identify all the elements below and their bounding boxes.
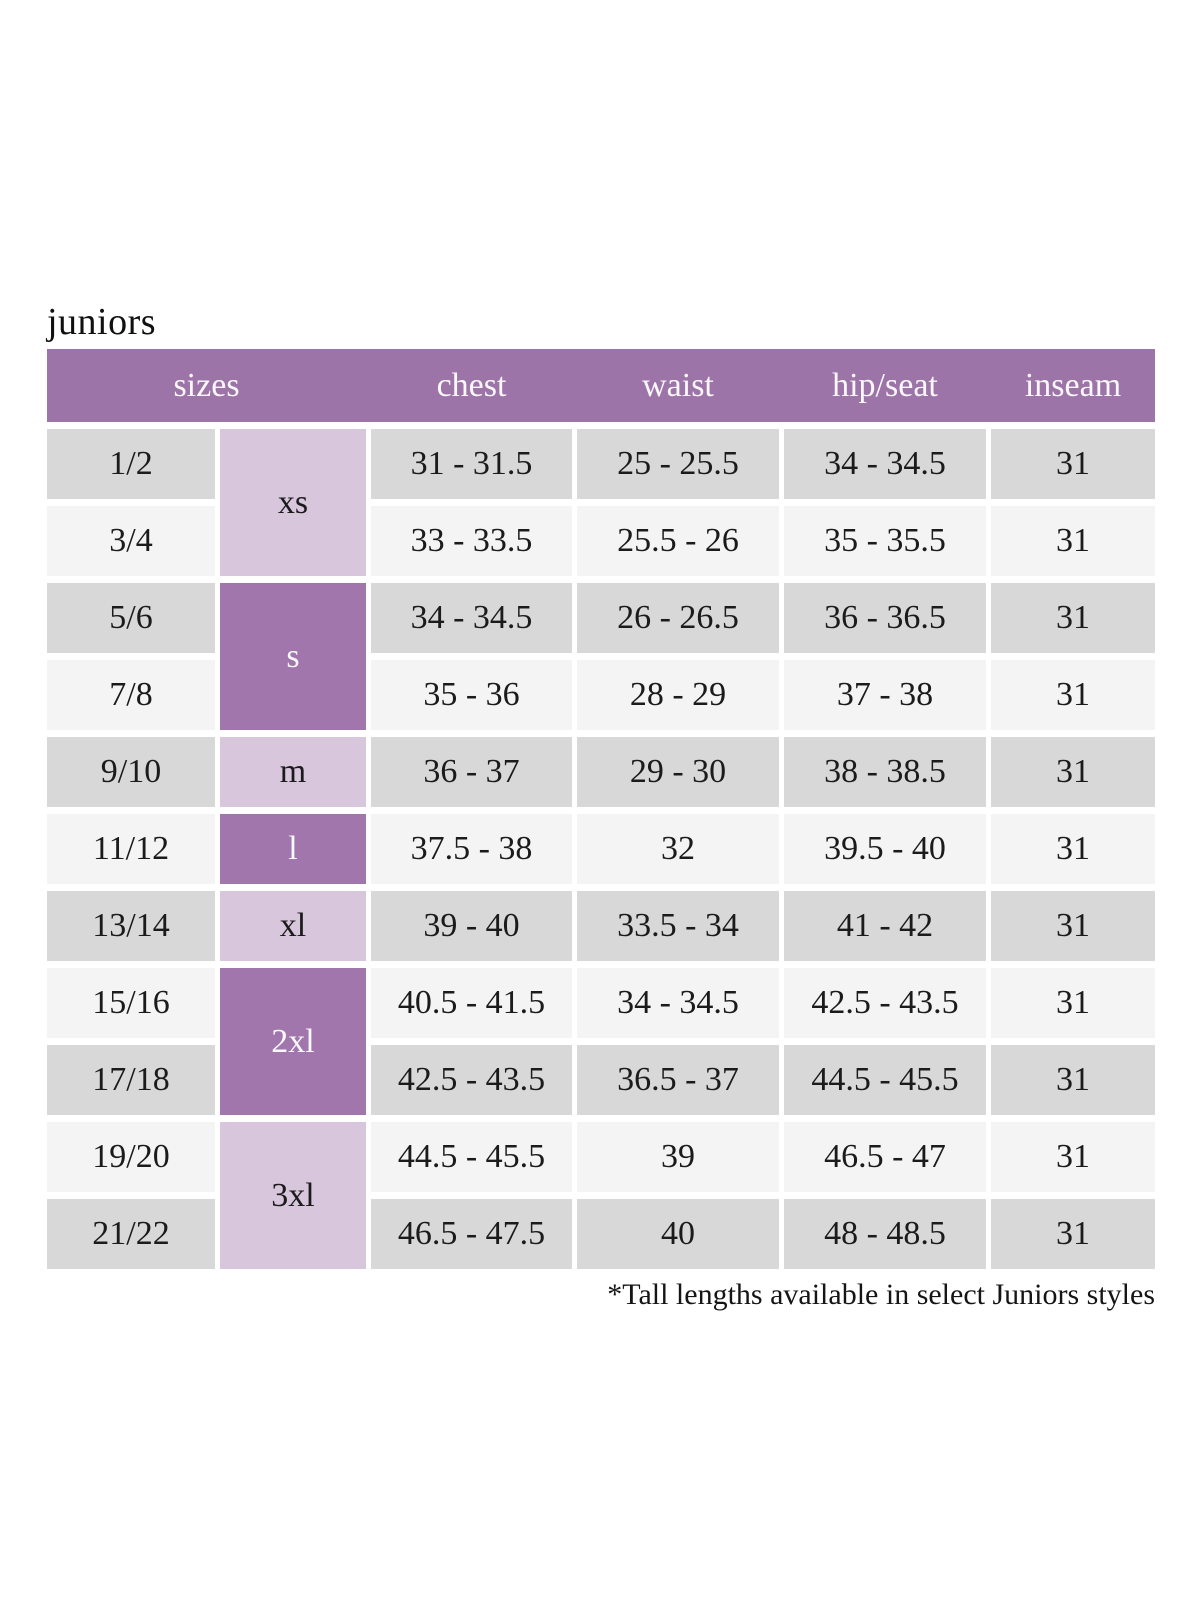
chest-cell: 44.5 - 45.5 [371, 1122, 572, 1192]
hip-seat-cell: 42.5 - 43.5 [784, 968, 986, 1038]
chest-cell: 42.5 - 43.5 [371, 1045, 572, 1115]
header-inseam: inseam [1024, 366, 1122, 404]
size-letter-cell: 3xl [220, 1122, 366, 1269]
hip-seat-cell: 46.5 - 47 [784, 1122, 986, 1192]
chest-cell: 46.5 - 47.5 [371, 1199, 572, 1269]
size-letter-cell: s [220, 583, 366, 730]
inseam-cell: 31 [991, 506, 1155, 576]
waist-cell: 25.5 - 26 [577, 506, 779, 576]
chest-cell: 34 - 34.5 [371, 583, 572, 653]
size-cell: 15/16 [47, 968, 215, 1038]
size-cell: 9/10 [47, 737, 215, 807]
hip-seat-cell: 41 - 42 [784, 891, 986, 961]
size-cell: 13/14 [47, 891, 215, 961]
chest-cell: 36 - 37 [371, 737, 572, 807]
waist-cell: 28 - 29 [577, 660, 779, 730]
hip-seat-cell: 37 - 38 [784, 660, 986, 730]
size-cell: 19/20 [47, 1122, 215, 1192]
inseam-cell: 31 [991, 1122, 1155, 1192]
waist-cell: 26 - 26.5 [577, 583, 779, 653]
inseam-cell: 31 [991, 429, 1155, 499]
size-chart-content: juniors sizes chest waist hip/seat insea… [47, 300, 1155, 1312]
hip-seat-cell: 35 - 35.5 [784, 506, 986, 576]
header-waist: waist [642, 366, 714, 404]
size-letter-cell: l [220, 814, 366, 884]
hip-seat-cell: 36 - 36.5 [784, 583, 986, 653]
size-letter-cell: xs [220, 429, 366, 576]
header-hip-seat: hip/seat [832, 366, 938, 404]
header-sizes: sizes [173, 366, 240, 404]
waist-cell: 33.5 - 34 [577, 891, 779, 961]
chest-cell: 40.5 - 41.5 [371, 968, 572, 1038]
chest-cell: 35 - 36 [371, 660, 572, 730]
inseam-cell: 31 [991, 968, 1155, 1038]
waist-cell: 25 - 25.5 [577, 429, 779, 499]
chest-cell: 37.5 - 38 [371, 814, 572, 884]
hip-seat-cell: 38 - 38.5 [784, 737, 986, 807]
inseam-cell: 31 [991, 737, 1155, 807]
waist-cell: 32 [577, 814, 779, 884]
waist-cell: 40 [577, 1199, 779, 1269]
size-table-body: 1/2 xs 31 - 31.5 25 - 25.5 34 - 34.5 31 … [47, 429, 1155, 1269]
size-cell: 5/6 [47, 583, 215, 653]
inseam-cell: 31 [991, 891, 1155, 961]
page-title: juniors [47, 301, 157, 343]
size-cell: 21/22 [47, 1199, 215, 1269]
size-cell: 17/18 [47, 1045, 215, 1115]
chest-cell: 39 - 40 [371, 891, 572, 961]
inseam-cell: 31 [991, 1199, 1155, 1269]
size-letter-cell: 2xl [220, 968, 366, 1115]
chest-cell: 33 - 33.5 [371, 506, 572, 576]
waist-cell: 36.5 - 37 [577, 1045, 779, 1115]
size-letter-cell: m [220, 737, 366, 807]
chest-cell: 31 - 31.5 [371, 429, 572, 499]
size-letter-cell: xl [220, 891, 366, 961]
inseam-cell: 31 [991, 583, 1155, 653]
inseam-cell: 31 [991, 660, 1155, 730]
hip-seat-cell: 44.5 - 45.5 [784, 1045, 986, 1115]
waist-cell: 34 - 34.5 [577, 968, 779, 1038]
waist-cell: 39 [577, 1122, 779, 1192]
hip-seat-cell: 39.5 - 40 [784, 814, 986, 884]
tall-lengths-footnote: *Tall lengths available in select Junior… [607, 1278, 1155, 1311]
size-cell: 11/12 [47, 814, 215, 884]
size-cell: 3/4 [47, 506, 215, 576]
hip-seat-cell: 48 - 48.5 [784, 1199, 986, 1269]
size-cell: 7/8 [47, 660, 215, 730]
size-cell: 1/2 [47, 429, 215, 499]
table-header-row: sizes chest waist hip/seat inseam [47, 349, 1155, 422]
inseam-cell: 31 [991, 1045, 1155, 1115]
inseam-cell: 31 [991, 814, 1155, 884]
waist-cell: 29 - 30 [577, 737, 779, 807]
header-chest: chest [436, 366, 507, 404]
hip-seat-cell: 34 - 34.5 [784, 429, 986, 499]
